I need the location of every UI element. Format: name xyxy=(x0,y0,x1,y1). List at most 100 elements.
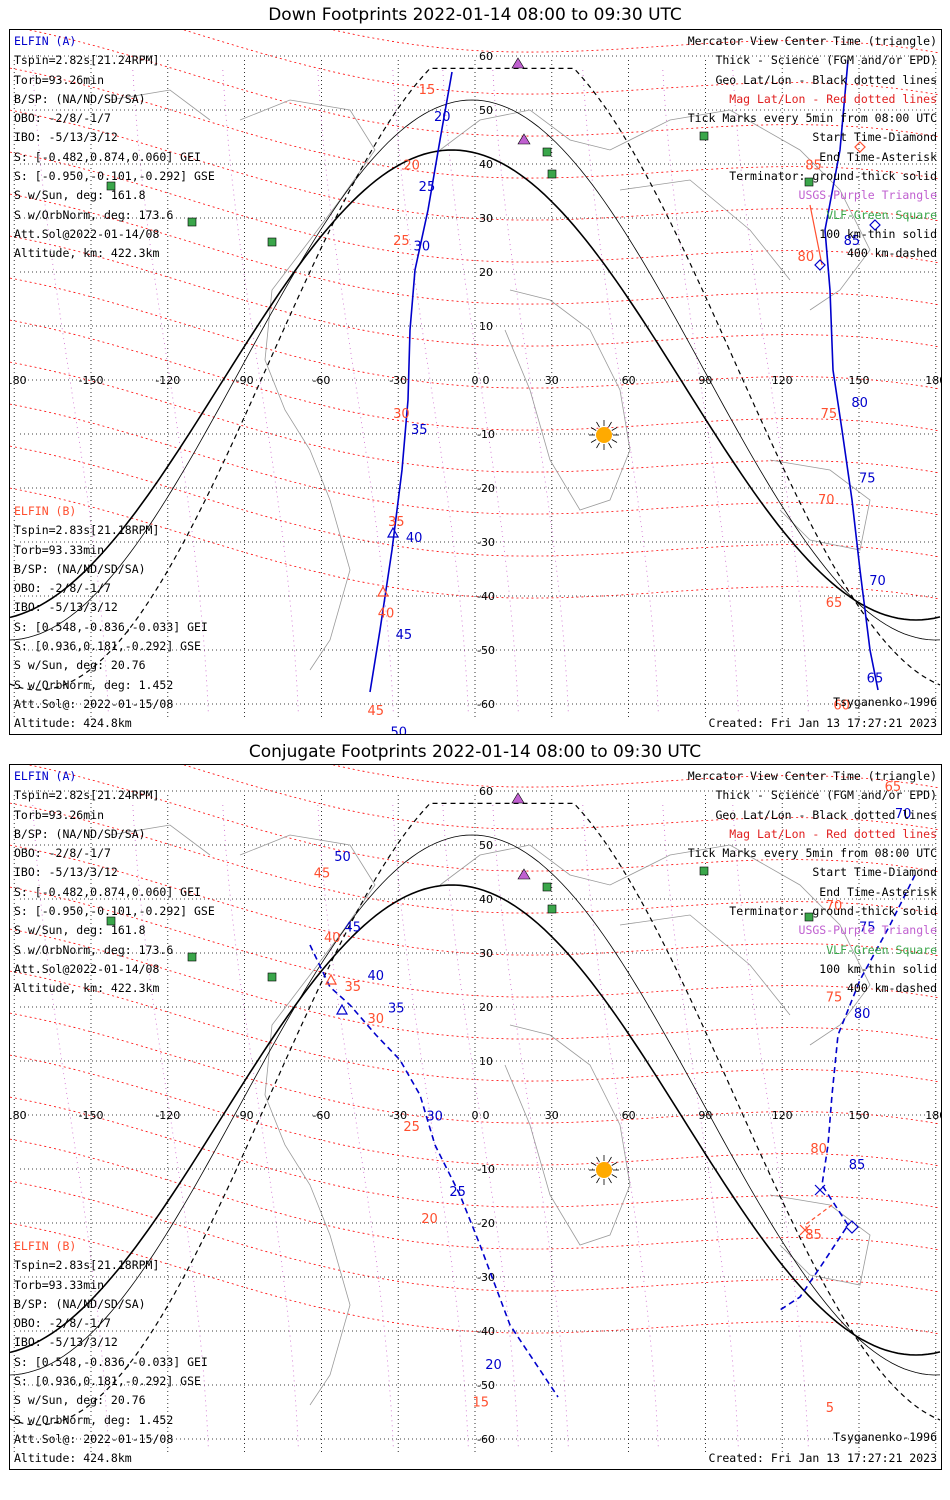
sat-b-ibo: IBO: -5/13/3/12 xyxy=(14,1335,118,1350)
track-west xyxy=(309,944,559,1398)
lat-label: -40 xyxy=(477,1325,495,1338)
legend-tick-marks: Tick Marks every 5min from 08:00 UTC xyxy=(687,846,937,861)
sat-b-s-orb: S w/OrbNorm, deg: 1.452 xyxy=(14,1412,174,1427)
vlf-square xyxy=(267,972,277,982)
sat-a-s-gei: S: [-0.482,0.874,0.060] GEI xyxy=(14,884,201,899)
mag-parallel xyxy=(10,1054,941,1167)
legend-geo-grid: Geo Lat/Lon - Black dotted lines xyxy=(715,72,937,87)
sun-ray xyxy=(611,439,618,443)
track-tick-label: 75 xyxy=(826,991,843,1006)
track-b-stub xyxy=(809,204,823,266)
sun-icon xyxy=(589,420,619,450)
legend-tick-marks: Tick Marks every 5min from 08:00 UTC xyxy=(687,111,937,126)
start-diamond-b xyxy=(854,141,866,153)
sat-a-s-gse: S: [-0.950,-0.101,-0.292] GSE xyxy=(14,169,215,184)
usgs-triangle xyxy=(511,57,525,69)
lon-label: 120 xyxy=(772,1109,793,1122)
created-note: Created: Fri Jan 13 17:27:21 2023 xyxy=(708,716,937,730)
track-tick-label: 35 xyxy=(411,423,428,438)
lat-label: 0 xyxy=(483,1109,490,1122)
mag-parallel xyxy=(10,235,941,348)
sun-ray xyxy=(596,1156,600,1163)
lon-label: -60 xyxy=(312,374,330,387)
lon-label: 90 xyxy=(698,374,712,387)
mag-meridian xyxy=(442,804,519,1451)
sat-a-s-gei: S: [-0.482,0.874,0.060] GEI xyxy=(14,149,201,164)
track-tick-label: 85 xyxy=(805,158,822,173)
mag-parallel xyxy=(10,970,941,1083)
sun-ray xyxy=(596,442,600,449)
track-tick-label: 85 xyxy=(805,1228,822,1243)
vlf-square xyxy=(547,904,557,914)
lon-label: 150 xyxy=(849,374,870,387)
coastlines xyxy=(109,89,871,671)
sat-b-bsp: B/SP: (NA/ND/SD/SA) xyxy=(14,561,146,576)
track-tick-label: 45 xyxy=(314,866,331,881)
coastline xyxy=(239,834,376,1406)
legend-science: Thick - Science (FGM and/or EPD) xyxy=(715,788,937,803)
vlf-square xyxy=(106,916,116,926)
terminator-ground xyxy=(10,149,941,621)
lat-label: 30 xyxy=(479,212,493,225)
lon-label: 180 xyxy=(925,374,941,387)
lon-label: -150 xyxy=(79,1109,104,1122)
track-tick-label: 20 xyxy=(434,110,451,125)
sat-a-info-2: ELFIN (A) Tspin=2.82s[21.24RPM] Torb=93.… xyxy=(14,767,215,999)
mag-meridian xyxy=(132,69,209,716)
track-tick-label: 20 xyxy=(485,1358,502,1373)
mag-parallel xyxy=(10,109,941,222)
lat-label: -10 xyxy=(477,1163,495,1176)
coastline xyxy=(504,289,631,511)
geo-grid xyxy=(13,790,937,1455)
mag-parallel xyxy=(10,319,941,432)
lon-label: 180 xyxy=(925,1109,941,1122)
track-east xyxy=(779,874,916,1311)
track-tick-label: 70 xyxy=(826,899,843,914)
mag-meridian xyxy=(317,69,394,716)
sat-a-s-sun: S w/Sun, deg: 161.8 xyxy=(14,188,146,203)
lat-label: -50 xyxy=(477,1379,495,1392)
legend-center-time: Mercator View Center Time (triangle) xyxy=(687,34,937,48)
vlf-square xyxy=(699,131,709,141)
mag-grid xyxy=(10,765,941,1335)
legend-100km: 100 km-thin solid xyxy=(819,226,937,241)
panel-2-title: Conjugate Footprints 2022-01-14 08:00 to… xyxy=(248,742,702,762)
sun-disc xyxy=(596,427,612,443)
coastlines xyxy=(109,824,871,1406)
sat-b-obo: OBO: -2/8/-1/7 xyxy=(14,581,111,596)
lon-label: -120 xyxy=(155,374,180,387)
panel-1-title: Down Footprints 2022-01-14 08:00 to 09:3… xyxy=(268,5,682,25)
sat-b-tspin: Tspin=2.83s[21.18RPM] xyxy=(14,523,160,538)
coastline xyxy=(439,844,871,1046)
sat-a-alt: Altitude, km: 422.3km xyxy=(14,981,160,996)
track-tick-label: 25 xyxy=(393,234,410,249)
axis-labels: -180-150-120-90-60-300306090120150180706… xyxy=(10,50,941,711)
sun-ray xyxy=(596,1177,600,1184)
track-tick-label: 45 xyxy=(344,920,361,935)
mag-meridian xyxy=(582,69,659,716)
track-tick-label: 20 xyxy=(403,158,420,173)
conjugate-footprints-panel: -180-150-120-90-60-300306090120150180706… xyxy=(9,764,942,1470)
lon-label: 0 xyxy=(472,1109,479,1122)
model-note: Tsyganenko-1996 xyxy=(833,1430,937,1444)
lon-label: 60 xyxy=(622,1109,636,1122)
coastline xyxy=(769,1194,871,1286)
sat-a-s-orb: S w/OrbNorm, deg: 173.6 xyxy=(14,207,174,222)
legend-usgs: USGS-Purple Triangle xyxy=(798,923,937,938)
vlf-square xyxy=(542,882,552,892)
lat-label: -20 xyxy=(477,1217,495,1230)
sat-b-alt: Altitude: 424.8km xyxy=(14,716,132,731)
mag-parallel xyxy=(10,1138,941,1251)
tracks xyxy=(369,59,879,693)
sat-a-bsp: B/SP: (NA/ND/SD/SA) xyxy=(14,826,146,841)
vlf-square xyxy=(106,181,116,191)
sat-a-obo: OBO: -2/8/-1/7 xyxy=(14,111,111,126)
sat-a-att: Att.Sol@2022-01-14/08 xyxy=(14,226,160,241)
lat-label: 30 xyxy=(479,947,493,960)
sat-b-bsp: B/SP: (NA/ND/SD/SA) xyxy=(14,1296,146,1311)
track-tick-label: 25 xyxy=(403,1120,420,1135)
legend: Mercator View Center Time (triangle) Thi… xyxy=(688,32,937,264)
mag-grid xyxy=(10,30,941,600)
down-footprints-panel: -180-150-120-90-60-300306090120150180706… xyxy=(9,29,942,735)
mag-parallel xyxy=(27,30,941,138)
